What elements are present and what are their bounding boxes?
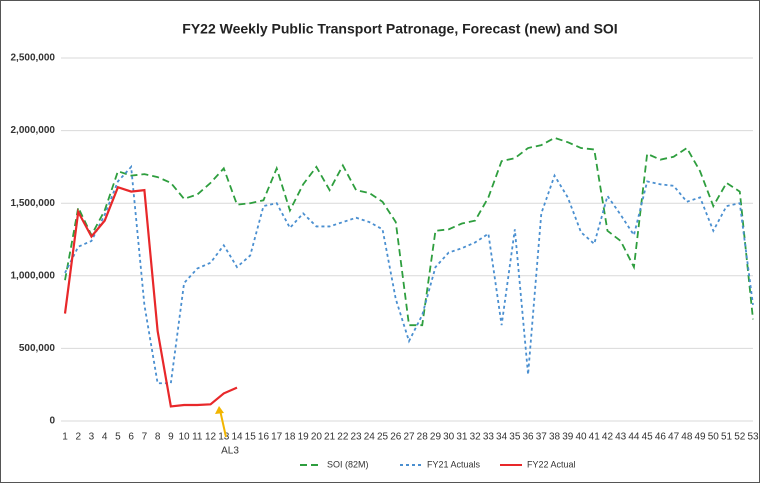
x-tick-label: 18 bbox=[284, 432, 296, 443]
x-tick-label: 9 bbox=[168, 432, 174, 443]
x-tick-label: 10 bbox=[179, 432, 191, 443]
annotation-arrowhead bbox=[215, 406, 224, 414]
x-tick-label: 2 bbox=[75, 432, 81, 443]
x-tick-label: 46 bbox=[655, 432, 667, 443]
x-tick-label: 38 bbox=[549, 432, 561, 443]
annotation-arrow bbox=[219, 409, 227, 438]
x-tick-label: 53 bbox=[747, 432, 759, 443]
x-tick-label: 51 bbox=[721, 432, 733, 443]
x-tick-label: 15 bbox=[245, 432, 257, 443]
x-tick-label: 30 bbox=[443, 432, 455, 443]
x-tick-label: 21 bbox=[324, 432, 336, 443]
x-tick-label: 8 bbox=[155, 432, 161, 443]
x-tick-label: 24 bbox=[364, 432, 376, 443]
x-tick-label: 50 bbox=[708, 432, 720, 443]
x-tick-label: 43 bbox=[615, 432, 627, 443]
series-line bbox=[64, 164, 754, 385]
x-tick-label: 33 bbox=[483, 432, 495, 443]
x-tick-label: 6 bbox=[128, 432, 134, 443]
x-tick-label: 11 bbox=[192, 432, 203, 443]
x-tick-label: 34 bbox=[496, 432, 508, 443]
x-tick-label: 41 bbox=[589, 432, 601, 443]
x-tick-label: 42 bbox=[602, 432, 614, 443]
series-line bbox=[64, 136, 754, 327]
x-tick-label: 3 bbox=[89, 432, 95, 443]
y-tick-label: 500,000 bbox=[19, 343, 56, 354]
x-tick-label: 31 bbox=[456, 432, 468, 443]
x-tick-label: 25 bbox=[377, 432, 389, 443]
x-tick-label: 17 bbox=[271, 432, 283, 443]
x-tick-label: 44 bbox=[628, 432, 640, 443]
x-tick-label: 48 bbox=[681, 432, 693, 443]
x-tick-label: 52 bbox=[734, 432, 746, 443]
x-tick-label: 37 bbox=[536, 432, 548, 443]
x-tick-label: 22 bbox=[337, 432, 349, 443]
x-tick-label: 12 bbox=[205, 432, 217, 443]
x-tick-label: 32 bbox=[470, 432, 482, 443]
chart-title: FY22 Weekly Public Transport Patronage, … bbox=[182, 21, 617, 37]
x-tick-label: 23 bbox=[351, 432, 363, 443]
x-tick-label: 49 bbox=[695, 432, 707, 443]
y-tick-label: 1,000,000 bbox=[11, 270, 56, 281]
x-tick-label: 19 bbox=[298, 432, 310, 443]
legend-label: FY22 Actual bbox=[527, 459, 576, 469]
y-tick-label: 2,000,000 bbox=[11, 125, 56, 136]
x-tick-label: 45 bbox=[642, 432, 654, 443]
x-tick-label: 36 bbox=[523, 432, 535, 443]
x-tick-label: 20 bbox=[311, 432, 323, 443]
x-tick-label: 1 bbox=[62, 432, 68, 443]
series-line bbox=[63, 185, 238, 408]
x-tick-label: 7 bbox=[142, 432, 148, 443]
x-tick-label: 47 bbox=[668, 432, 680, 443]
x-tick-label: 4 bbox=[102, 432, 108, 443]
x-tick-label: 28 bbox=[417, 432, 429, 443]
x-tick-label: 5 bbox=[115, 432, 121, 443]
x-tick-label: 29 bbox=[430, 432, 442, 443]
x-tick-label: 26 bbox=[390, 432, 402, 443]
annotation: AL3 bbox=[221, 446, 239, 457]
x-tick-label: 16 bbox=[258, 432, 270, 443]
x-tick-label: 39 bbox=[562, 432, 574, 443]
y-tick-label: 1,500,000 bbox=[11, 198, 56, 209]
legend-label: SOI (82M) bbox=[327, 459, 369, 469]
x-tick-label: 35 bbox=[509, 432, 521, 443]
x-tick-label: 14 bbox=[231, 432, 243, 443]
x-tick-label: 27 bbox=[403, 432, 415, 443]
x-tick-label: 40 bbox=[575, 432, 587, 443]
x-tick-label: 13 bbox=[218, 432, 230, 443]
y-tick-label: 0 bbox=[49, 416, 55, 427]
legend-label: FY21 Actuals bbox=[427, 459, 481, 469]
y-tick-label: 2,500,000 bbox=[11, 53, 56, 64]
